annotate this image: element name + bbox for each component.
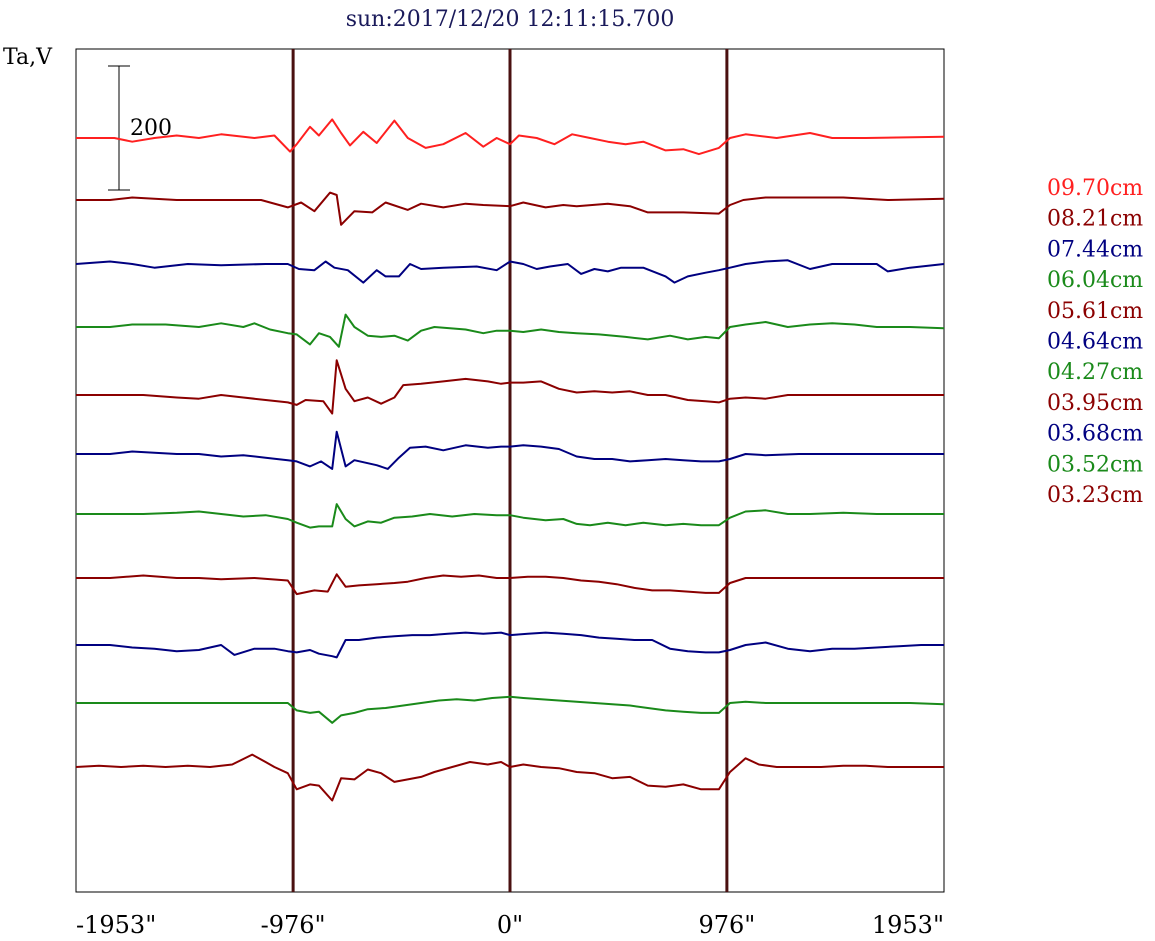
x-tick-label-2: 0" bbox=[497, 911, 523, 939]
legend-entry-03.23cm: 03.23cm bbox=[1047, 483, 1143, 508]
series-line-09.70cm bbox=[76, 118, 945, 156]
legend-entry-07.44cm: 07.44cm bbox=[1047, 237, 1143, 262]
x-tick-labels: -1953" -976" 0" 976" 1953" bbox=[76, 911, 944, 939]
chart-title: sun:2017/12/20 12:11:15.700 bbox=[346, 7, 675, 32]
x-tick-label-0: -1953" bbox=[76, 911, 156, 939]
series-line-03.68cm bbox=[76, 631, 944, 659]
legend-entry-08.21cm: 08.21cm bbox=[1047, 207, 1143, 232]
y-axis-label: Ta,V bbox=[3, 45, 53, 70]
legend-entry-03.52cm: 03.52cm bbox=[1047, 452, 1143, 477]
legend-entry-03.68cm: 03.68cm bbox=[1047, 422, 1143, 447]
series-line-05.61cm bbox=[76, 359, 944, 415]
series-line-08.21cm bbox=[76, 191, 945, 226]
series-layer bbox=[75, 118, 945, 802]
legend-entry-03.95cm: 03.95cm bbox=[1047, 391, 1143, 416]
series-line-06.04cm bbox=[76, 313, 945, 348]
x-tick-label-3: 976" bbox=[698, 911, 755, 939]
series-line-04.64cm bbox=[76, 430, 944, 470]
solid-vertical-lines bbox=[291, 49, 729, 892]
legend-entry-05.61cm: 05.61cm bbox=[1047, 299, 1143, 324]
series-line-03.52cm bbox=[76, 695, 945, 724]
scale-bar: 200 bbox=[108, 65, 172, 191]
x-tick-label-4: 1953" bbox=[872, 911, 944, 939]
series-line-04.27cm bbox=[76, 503, 944, 529]
legend-entry-04.27cm: 04.27cm bbox=[1047, 360, 1143, 385]
legend-entry-04.64cm: 04.64cm bbox=[1047, 330, 1143, 355]
series-line-03.23cm bbox=[75, 753, 944, 802]
legend: 09.70cm 08.21cm 07.44cm 06.04cm 05.61cm 04.64… bbox=[1047, 176, 1143, 508]
legend-entry-09.70cm: 09.70cm bbox=[1047, 176, 1143, 201]
series-line-07.44cm bbox=[75, 259, 945, 284]
series-line-03.95cm bbox=[76, 573, 944, 596]
x-tick-label-1: -976" bbox=[261, 911, 326, 939]
legend-entry-06.04cm: 06.04cm bbox=[1047, 268, 1143, 293]
